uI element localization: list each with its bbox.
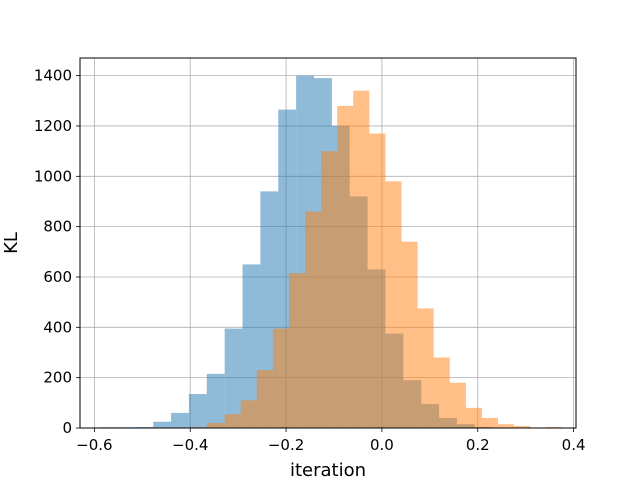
histogram-bar <box>224 328 243 428</box>
histogram-bar <box>305 211 322 428</box>
histogram-bar <box>288 273 306 428</box>
axis-ticks: −0.6 −0.4 −0.2 0.0 0.2 0.4 0 200 400 600 800 1000 12… <box>34 67 586 454</box>
y-tick-label: 0 <box>62 419 72 437</box>
x-tick-label: 0.4 <box>562 436 586 454</box>
y-tick-label: 1400 <box>34 67 72 85</box>
x-tick-label: 0.2 <box>466 436 490 454</box>
histogram-bar <box>206 422 225 428</box>
x-tick-label: 0.0 <box>370 436 394 454</box>
plot-area: −0.6 −0.4 −0.2 0.0 0.2 0.4 0 200 400 600 800 1000 12… <box>34 57 586 454</box>
histogram-bar <box>401 241 418 428</box>
histogram-bar <box>206 373 225 428</box>
x-tick-label: −0.6 <box>76 436 112 454</box>
y-tick-label: 600 <box>43 268 72 286</box>
histogram-bar <box>240 400 257 428</box>
histogram-bar <box>188 394 207 428</box>
x-tick-label: −0.4 <box>172 436 208 454</box>
histogram-bar <box>135 426 154 428</box>
histogram-bar <box>481 417 498 428</box>
plot-frame <box>79 57 577 429</box>
y-axis-title: KL <box>1 232 22 254</box>
x-axis-title: iteration <box>290 460 366 480</box>
series-2 <box>188 90 563 429</box>
histogram-bar <box>337 105 354 429</box>
histogram-bar <box>224 414 241 428</box>
y-tick-label: 1000 <box>34 167 72 185</box>
y-tick-label: 1200 <box>34 117 72 135</box>
histogram-bar <box>385 181 402 428</box>
histogram-bars <box>99 75 563 429</box>
histogram-bar <box>256 370 273 428</box>
y-tick-label: 800 <box>43 218 72 236</box>
histogram-bar <box>433 357 450 428</box>
histogram-bar <box>321 151 338 428</box>
histogram-bar <box>497 424 515 428</box>
histogram-bar <box>153 421 172 428</box>
x-tick-label: −0.2 <box>268 436 304 454</box>
histogram-bar <box>449 382 466 428</box>
histogram-bar <box>171 412 189 428</box>
histogram-bar <box>514 425 531 428</box>
y-tick-label: 400 <box>43 318 72 336</box>
histogram-bar <box>242 264 261 428</box>
histogram-bar <box>353 90 370 429</box>
histogram-bar <box>369 133 386 429</box>
histogram-bar <box>546 426 563 428</box>
histogram-bar <box>417 308 434 428</box>
histogram-bar <box>465 407 482 428</box>
histogram-bar <box>272 328 289 428</box>
y-tick-label: 200 <box>43 369 72 387</box>
